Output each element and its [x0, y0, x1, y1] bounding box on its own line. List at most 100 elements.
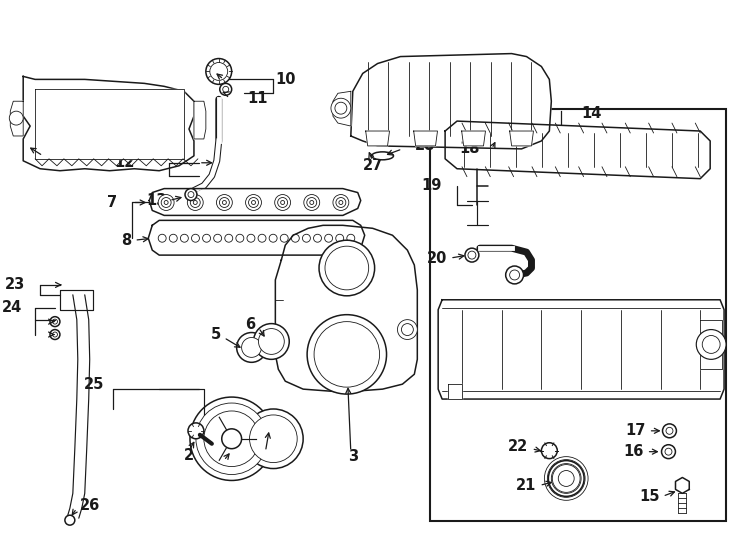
Circle shape [325, 246, 368, 290]
Circle shape [222, 429, 241, 449]
Circle shape [468, 251, 476, 259]
Text: 27: 27 [363, 158, 382, 173]
Text: 11: 11 [247, 91, 268, 106]
Circle shape [324, 234, 333, 242]
Polygon shape [445, 121, 711, 179]
Circle shape [181, 234, 189, 242]
Circle shape [196, 403, 267, 475]
Circle shape [335, 102, 347, 114]
Circle shape [252, 200, 255, 205]
Circle shape [50, 316, 60, 327]
Text: 5: 5 [211, 327, 221, 342]
Text: 24: 24 [2, 300, 22, 315]
Circle shape [253, 323, 289, 359]
Text: 15: 15 [639, 489, 660, 504]
Text: 23: 23 [5, 278, 25, 292]
Circle shape [666, 427, 673, 434]
Circle shape [559, 470, 574, 487]
Circle shape [506, 266, 523, 284]
Circle shape [280, 200, 285, 205]
Circle shape [304, 194, 320, 211]
Circle shape [222, 200, 226, 205]
Circle shape [193, 200, 197, 205]
Circle shape [206, 58, 232, 84]
Text: 6: 6 [245, 317, 255, 332]
Polygon shape [448, 384, 462, 399]
Text: 13: 13 [147, 193, 167, 208]
Polygon shape [414, 131, 437, 146]
Circle shape [204, 411, 259, 467]
Circle shape [222, 86, 229, 92]
Circle shape [314, 322, 379, 387]
Polygon shape [275, 225, 418, 392]
Text: 12: 12 [114, 156, 134, 170]
Polygon shape [438, 300, 724, 399]
Text: 28: 28 [415, 138, 436, 153]
Text: 7: 7 [107, 195, 117, 210]
Text: 9: 9 [45, 148, 55, 163]
Polygon shape [700, 320, 722, 369]
Circle shape [307, 198, 316, 207]
Circle shape [336, 198, 346, 207]
Polygon shape [462, 131, 485, 146]
Circle shape [247, 234, 255, 242]
Circle shape [661, 445, 675, 458]
Polygon shape [333, 91, 351, 126]
Polygon shape [148, 220, 365, 255]
Circle shape [269, 234, 277, 242]
Polygon shape [509, 131, 534, 146]
Circle shape [219, 198, 229, 207]
Text: 3: 3 [348, 449, 358, 464]
Text: 19: 19 [422, 178, 442, 193]
Circle shape [236, 234, 244, 242]
Circle shape [210, 63, 228, 80]
Circle shape [310, 200, 313, 205]
Circle shape [187, 194, 203, 211]
Text: 25: 25 [84, 377, 105, 392]
Text: 21: 21 [516, 478, 537, 493]
Circle shape [319, 240, 374, 296]
Circle shape [275, 194, 291, 211]
Circle shape [465, 248, 479, 262]
Text: 22: 22 [508, 439, 528, 454]
Circle shape [302, 234, 310, 242]
Circle shape [397, 320, 418, 340]
Circle shape [697, 329, 726, 359]
Circle shape [331, 98, 351, 118]
Circle shape [246, 194, 261, 211]
Circle shape [313, 234, 321, 242]
Circle shape [65, 515, 75, 525]
Circle shape [280, 234, 288, 242]
Circle shape [217, 194, 233, 211]
Circle shape [188, 423, 204, 439]
Circle shape [10, 111, 23, 125]
Text: 17: 17 [625, 423, 646, 438]
Text: 20: 20 [426, 251, 447, 266]
Text: 10: 10 [275, 72, 296, 87]
Circle shape [542, 443, 557, 458]
Circle shape [192, 234, 200, 242]
Text: 26: 26 [80, 498, 100, 513]
Text: 2: 2 [184, 448, 194, 463]
Circle shape [291, 234, 299, 242]
Polygon shape [351, 53, 551, 149]
Circle shape [258, 328, 284, 354]
Polygon shape [35, 89, 184, 159]
Circle shape [665, 448, 672, 455]
Circle shape [249, 198, 258, 207]
Circle shape [214, 234, 222, 242]
Polygon shape [10, 101, 23, 136]
Polygon shape [23, 77, 194, 171]
Circle shape [258, 234, 266, 242]
Bar [430, 109, 726, 521]
Polygon shape [149, 188, 360, 215]
Polygon shape [366, 131, 390, 146]
Circle shape [203, 234, 211, 242]
Text: 4: 4 [261, 449, 271, 464]
Circle shape [307, 315, 387, 394]
Circle shape [548, 461, 584, 496]
Circle shape [250, 415, 297, 463]
Circle shape [52, 332, 57, 337]
Circle shape [277, 198, 288, 207]
Circle shape [185, 188, 197, 200]
